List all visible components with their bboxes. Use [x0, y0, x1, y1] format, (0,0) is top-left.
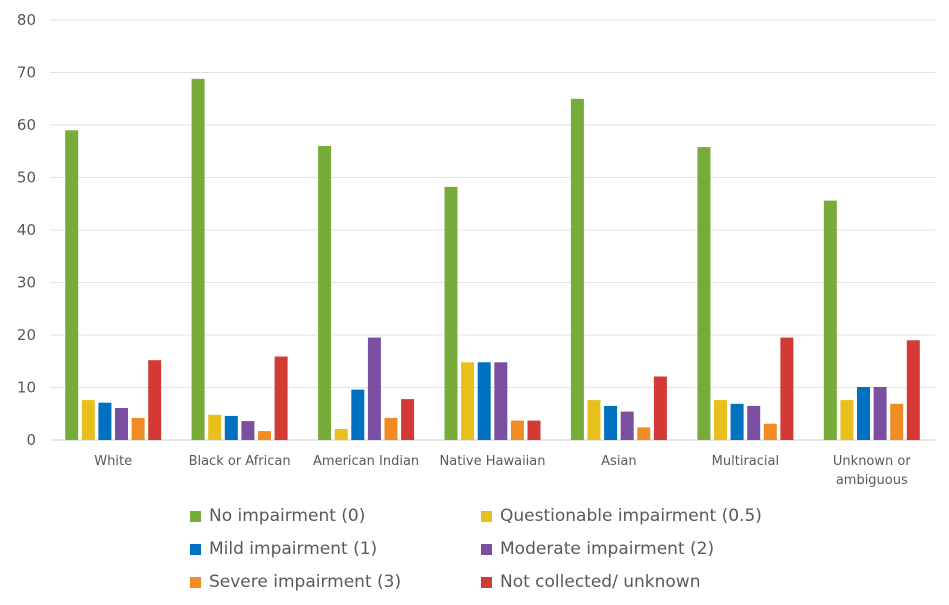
- bar: [65, 130, 79, 441]
- bar: [367, 337, 381, 440]
- bar: [148, 360, 162, 440]
- bar: [401, 399, 415, 440]
- x-category-label: Native Hawaiian: [440, 454, 546, 469]
- bar: [351, 389, 365, 440]
- bar: [384, 417, 398, 440]
- y-tick-label: 30: [17, 274, 36, 292]
- bar: [527, 420, 541, 440]
- bar: [730, 403, 744, 440]
- bar: [697, 147, 711, 440]
- bar: [115, 408, 128, 440]
- bar: [208, 414, 222, 440]
- y-tick-label: 10: [17, 379, 36, 397]
- bar: [461, 362, 475, 440]
- bar: [840, 400, 854, 440]
- y-tick-label: 40: [17, 221, 36, 239]
- bar: [131, 417, 145, 440]
- bar: [241, 421, 255, 440]
- bar: [763, 423, 777, 440]
- bar: [714, 400, 727, 440]
- x-category-label: Black or African: [189, 454, 291, 469]
- bar: [857, 387, 870, 440]
- bar: [620, 411, 634, 440]
- bars: [65, 78, 920, 441]
- gridlines: [50, 19, 935, 441]
- bar: [587, 400, 601, 440]
- y-tick-label: 20: [17, 326, 36, 344]
- bar: [823, 200, 837, 440]
- x-category-label: Asian: [601, 454, 636, 469]
- y-axis-ticks: 0 10 20 30 40 50 60 70 80: [17, 11, 36, 449]
- bar: [780, 337, 794, 440]
- bar: [444, 186, 458, 440]
- bar: [191, 78, 205, 441]
- bar: [604, 405, 618, 440]
- bar: [747, 405, 761, 440]
- bar: [477, 362, 491, 440]
- x-category-label: American Indian: [313, 454, 419, 469]
- x-category-label: Multiracial: [712, 454, 779, 469]
- y-tick-label: 0: [26, 431, 36, 449]
- bar: [274, 356, 288, 440]
- bar: [653, 376, 667, 440]
- bar: [637, 427, 651, 440]
- bar: [873, 387, 887, 440]
- y-tick-label: 50: [17, 169, 36, 187]
- bar: [81, 400, 95, 440]
- bar: [906, 340, 920, 441]
- bar: [570, 98, 584, 441]
- x-category-label: White: [94, 454, 132, 469]
- y-tick-label: 80: [17, 11, 36, 29]
- bar: [98, 402, 112, 440]
- x-axis-categories: White Black or African American Indian Nati…: [94, 454, 911, 488]
- x-category-label: Unknown or ambiguous: [833, 454, 911, 488]
- y-tick-label: 60: [17, 116, 36, 134]
- bar: [318, 146, 332, 440]
- bar: [224, 415, 238, 440]
- bar: [494, 362, 508, 440]
- bar: [510, 420, 524, 440]
- bar: [334, 429, 348, 440]
- y-tick-label: 70: [17, 64, 36, 82]
- bar: [258, 431, 271, 440]
- bar: [890, 403, 904, 440]
